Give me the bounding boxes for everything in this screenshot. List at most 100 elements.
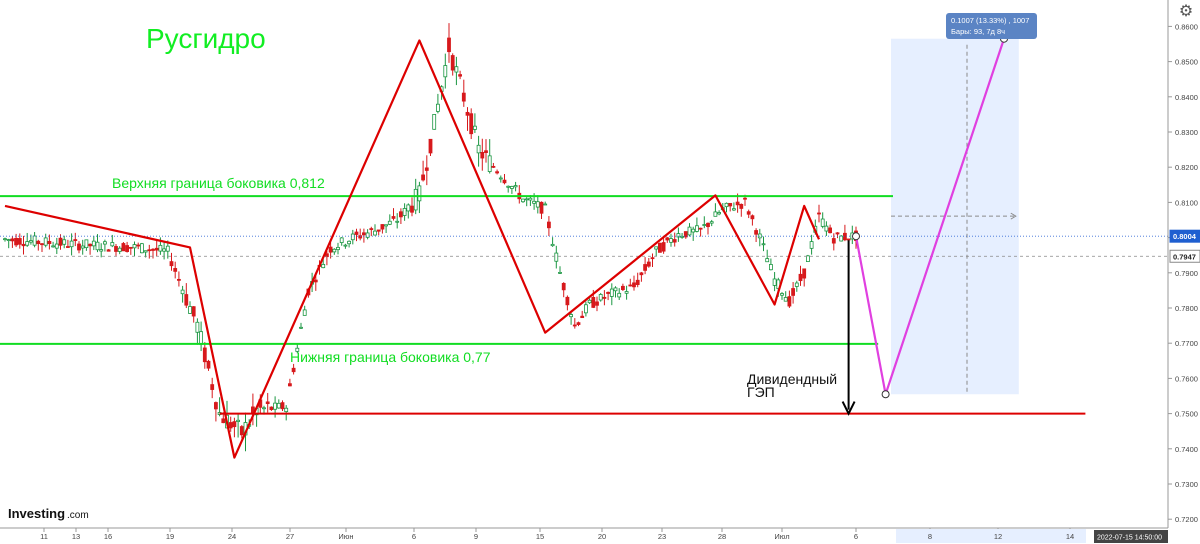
candle-body: [798, 273, 803, 282]
candle-body: [661, 242, 666, 252]
candle-body: [495, 171, 500, 174]
candle-body: [347, 240, 352, 245]
x-tick-label: Июн: [338, 532, 353, 541]
candle-body: [665, 237, 670, 241]
x-tick-label: 28: [718, 532, 726, 541]
candle-body: [839, 235, 844, 242]
candle-body: [313, 279, 318, 283]
candle-body: [88, 243, 92, 247]
candle-body: [476, 144, 481, 154]
candle-body: [598, 294, 603, 301]
gear-icon[interactable]: ⚙: [1178, 3, 1194, 20]
candle-body: [621, 285, 625, 291]
candle-body: [717, 212, 721, 215]
candle-body: [51, 245, 55, 248]
candle-body: [824, 225, 829, 232]
candle-body: [273, 402, 278, 410]
candle-body: [817, 212, 821, 215]
candle-body: [336, 246, 340, 251]
y-tick-label: 0.7800: [1175, 304, 1198, 313]
candle-body: [406, 204, 411, 212]
candle-body: [558, 271, 562, 274]
candle-body: [117, 247, 122, 252]
candle-body: [328, 246, 333, 253]
candle-body: [635, 279, 640, 285]
candle-body: [47, 240, 52, 245]
y-tick-label: 0.7300: [1175, 480, 1198, 489]
candle-body: [358, 235, 363, 239]
candle-body: [17, 238, 22, 245]
candle-body: [380, 224, 385, 230]
candle-body: [321, 263, 326, 269]
candle-body: [395, 220, 400, 223]
candle-body: [461, 92, 466, 102]
candle-body: [609, 288, 614, 297]
candle-body: [687, 226, 692, 236]
candle-body: [291, 367, 296, 373]
x-tick-label: 20: [598, 532, 606, 541]
candle-body: [491, 165, 496, 168]
projection-point-2: [881, 390, 890, 399]
candle-body: [180, 289, 185, 295]
candle-body: [62, 239, 67, 245]
candle-body: [654, 246, 659, 250]
last-price-tag-box: [1169, 229, 1200, 243]
candle-body: [43, 237, 48, 246]
candle-body: [154, 247, 159, 251]
candle-body: [569, 314, 573, 318]
candle-body: [746, 211, 751, 215]
candle-body: [384, 224, 389, 227]
candle-body: [602, 296, 607, 299]
candle-body: [106, 249, 111, 252]
candle-body: [709, 221, 714, 224]
ref-price-tag-box: [1169, 249, 1200, 263]
candle-body: [73, 239, 78, 241]
candle-body: [276, 402, 281, 409]
measure-tooltip-line1: 0.1007 (13.33%) , 1007: [951, 16, 1029, 25]
candle-body: [350, 233, 355, 241]
candle-body: [613, 287, 618, 292]
candle-body: [713, 211, 718, 217]
candle-body: [513, 185, 518, 188]
candle-body: [151, 248, 155, 251]
candle-body: [750, 215, 755, 220]
upper-level-label: Верхняя граница боковика 0,812: [112, 175, 325, 191]
candle-body: [232, 421, 237, 428]
candle-body: [239, 426, 244, 436]
candle-body: [236, 419, 241, 422]
candle-body: [735, 201, 740, 206]
candle-body: [361, 232, 366, 236]
candle-body: [743, 197, 747, 200]
y-tick-label: 0.8400: [1175, 93, 1198, 102]
candle-body: [794, 282, 799, 287]
candle-body: [354, 231, 359, 235]
candle-body: [136, 244, 141, 247]
y-tick-label: 0.8300: [1175, 128, 1198, 137]
candle-body: [188, 306, 192, 314]
candle-body: [376, 229, 381, 232]
candle-body: [676, 233, 681, 238]
candle-body: [835, 232, 840, 235]
gap-label-line1: Дивидендный: [747, 371, 837, 387]
candle-body: [543, 203, 548, 206]
brand-logo-suffix: .com: [67, 510, 89, 521]
candle-body: [295, 347, 300, 352]
candle-body: [547, 221, 551, 229]
candle-body: [772, 278, 777, 286]
x-tick-label: 19: [166, 532, 174, 541]
candle-body: [99, 249, 104, 252]
x-tick-label: 6: [412, 532, 416, 541]
candle-body: [624, 291, 629, 294]
x-tick-label: 11: [40, 532, 48, 541]
candle-body: [213, 402, 218, 410]
y-tick-label: 0.8500: [1175, 58, 1198, 67]
y-tick-label: 0.8600: [1175, 22, 1198, 31]
candle-body: [339, 237, 344, 243]
x-tick-label: 15: [536, 532, 544, 541]
candle-body: [695, 225, 699, 232]
candle-body: [606, 291, 610, 294]
candle-body: [561, 282, 566, 291]
candle-body: [591, 296, 596, 308]
